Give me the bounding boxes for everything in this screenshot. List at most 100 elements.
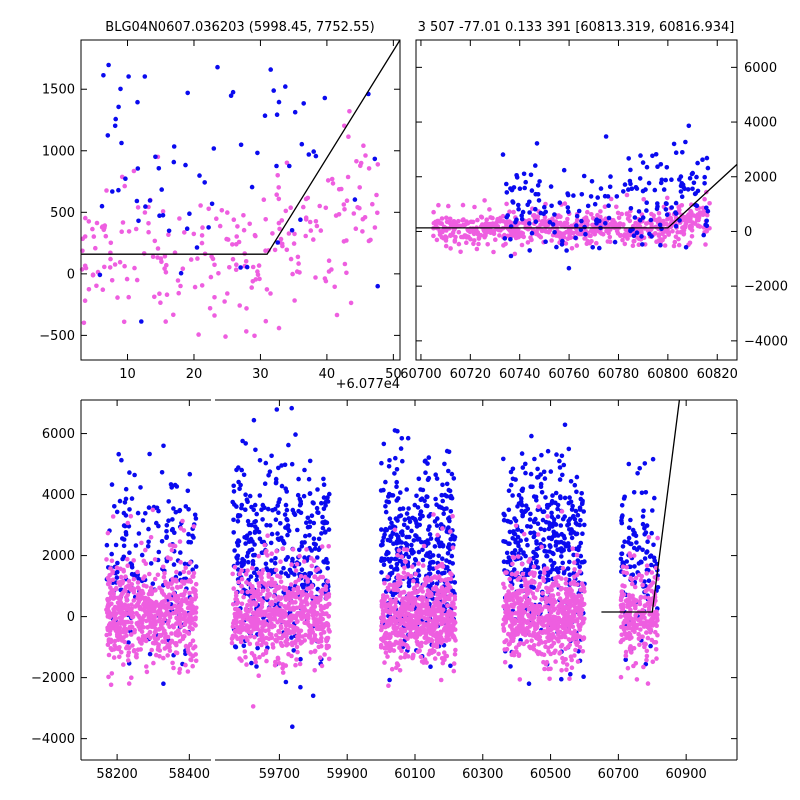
data-point — [439, 585, 445, 590]
data-point — [534, 559, 539, 564]
data-point — [199, 240, 205, 246]
data-point — [257, 276, 262, 282]
data-point — [234, 262, 239, 268]
data-point — [276, 510, 281, 515]
data-point — [106, 652, 112, 658]
data-point — [508, 186, 513, 191]
data-point — [260, 517, 265, 522]
data-point — [605, 239, 611, 244]
data-point — [294, 644, 300, 650]
data-point — [237, 630, 243, 635]
data-point — [567, 572, 572, 577]
data-point — [129, 582, 135, 587]
data-point — [448, 613, 454, 618]
data-point — [635, 235, 640, 240]
data-point — [579, 192, 585, 197]
data-point — [568, 499, 574, 505]
data-point — [138, 485, 143, 490]
data-point — [227, 265, 232, 270]
data-point — [309, 548, 315, 553]
data-point — [636, 209, 642, 214]
data-point — [588, 194, 594, 199]
data-point — [121, 567, 126, 573]
data-point — [140, 616, 145, 622]
data-point — [570, 503, 575, 509]
data-point — [263, 217, 269, 222]
data-point — [125, 592, 130, 598]
data-point — [522, 567, 528, 572]
data-point — [276, 185, 282, 190]
data-point — [113, 542, 119, 548]
data-point — [110, 577, 116, 583]
data-point — [533, 191, 538, 197]
data-point — [525, 202, 530, 208]
data-point — [399, 554, 405, 559]
data-point — [189, 596, 194, 601]
data-point — [414, 493, 419, 499]
data-point — [529, 230, 535, 236]
data-point — [381, 562, 387, 567]
data-point — [471, 241, 476, 247]
data-point — [611, 217, 616, 223]
data-point — [128, 513, 134, 519]
data-point — [507, 541, 512, 546]
data-point — [193, 516, 199, 521]
data-point — [156, 508, 161, 514]
data-point — [585, 209, 590, 215]
data-point — [230, 571, 235, 577]
data-point — [443, 238, 449, 243]
y-tick-label: 0 — [67, 267, 75, 282]
data-point — [618, 233, 624, 238]
data-point — [326, 544, 332, 549]
data-point — [542, 204, 547, 210]
data-point — [113, 116, 118, 122]
data-point — [434, 596, 439, 602]
data-point — [237, 303, 242, 308]
data-point — [157, 291, 162, 297]
data-point — [302, 606, 307, 611]
data-point — [315, 555, 320, 560]
data-point — [572, 567, 577, 572]
data-point — [225, 291, 230, 296]
data-point — [263, 641, 269, 646]
data-point — [298, 601, 304, 607]
data-point — [563, 604, 569, 610]
data-point — [177, 571, 183, 576]
data-point — [192, 512, 198, 518]
data-point — [152, 606, 157, 611]
data-point — [177, 666, 183, 672]
data-point — [289, 461, 295, 467]
data-point — [588, 233, 593, 239]
data-point — [141, 251, 147, 256]
data-point — [230, 89, 236, 95]
data-point — [199, 233, 205, 238]
data-point — [285, 532, 290, 538]
data-point — [565, 191, 570, 196]
data-point — [621, 189, 626, 194]
data-point — [393, 620, 399, 626]
data-point — [441, 506, 447, 512]
data-point — [381, 595, 386, 601]
data-point — [450, 545, 456, 550]
data-point — [439, 571, 445, 576]
data-point — [254, 511, 259, 517]
data-point — [235, 556, 240, 562]
data-point — [192, 284, 198, 290]
data-point — [406, 506, 411, 511]
data-point — [353, 226, 359, 231]
data-point — [515, 527, 520, 532]
data-point — [426, 578, 432, 583]
data-point — [383, 630, 389, 636]
data-point — [273, 476, 279, 482]
data-point — [516, 554, 521, 559]
data-point — [437, 634, 443, 639]
data-point — [433, 634, 438, 639]
data-point — [257, 597, 262, 602]
data-point — [386, 683, 391, 688]
data-point — [269, 531, 275, 537]
data-point — [548, 184, 554, 189]
data-point — [510, 536, 515, 541]
data-point — [83, 265, 89, 271]
data-point — [257, 493, 263, 498]
data-point — [323, 278, 329, 284]
